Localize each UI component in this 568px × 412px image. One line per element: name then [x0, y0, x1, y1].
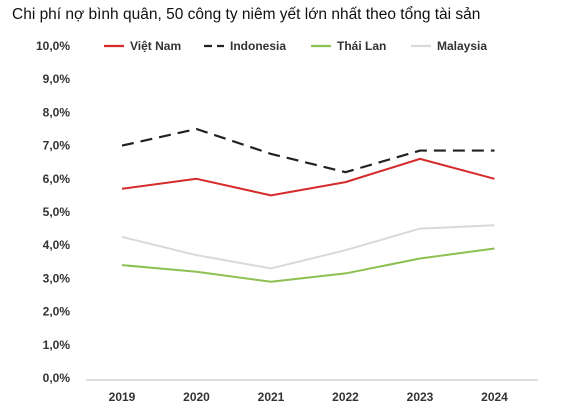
y-tick-label: 2,0% [43, 305, 71, 319]
series-line-việt-nam [121, 157, 495, 197]
x-tick-label: 2024 [481, 390, 508, 404]
x-axis: 2019 2020 2021 2022 2023 2024 [86, 379, 538, 404]
x-tick-label: 2020 [183, 390, 210, 404]
y-tick-label: 7,0% [43, 139, 71, 153]
series-lines [121, 127, 495, 283]
y-axis: 0,0% 1,0% 2,0% 3,0% 4,0% 5,0% 6,0% 7,0% 8,0% 9,0%… [36, 39, 70, 385]
y-tick-label: 10,0% [36, 39, 70, 53]
y-tick-label: 9,0% [43, 72, 71, 86]
series-line-indonesia [121, 127, 495, 174]
legend-label: Việt Nam [130, 39, 181, 53]
legend-label: Malaysia [437, 39, 487, 53]
series-line-thái-lan [121, 247, 495, 283]
series-line-malaysia [121, 224, 495, 270]
y-tick-label: 5,0% [43, 205, 71, 219]
y-tick-label: 1,0% [43, 338, 71, 352]
chart-title: Chi phí nợ bình quân, 50 công ty niêm yế… [12, 6, 481, 23]
x-tick-label: 2021 [258, 390, 285, 404]
legend-label: Indonesia [230, 39, 286, 53]
x-tick-label: 2019 [109, 390, 136, 404]
y-tick-label: 8,0% [43, 105, 71, 119]
y-tick-label: 3,0% [43, 271, 71, 285]
y-tick-label: 4,0% [43, 238, 71, 252]
x-tick-label: 2023 [407, 390, 434, 404]
legend: Việt Nam Indonesia Thái Lan Malaysia [104, 39, 487, 53]
x-tick-label: 2022 [332, 390, 359, 404]
legend-label: Thái Lan [337, 39, 386, 53]
y-tick-label: 0,0% [43, 371, 71, 385]
y-tick-label: 6,0% [43, 172, 71, 186]
